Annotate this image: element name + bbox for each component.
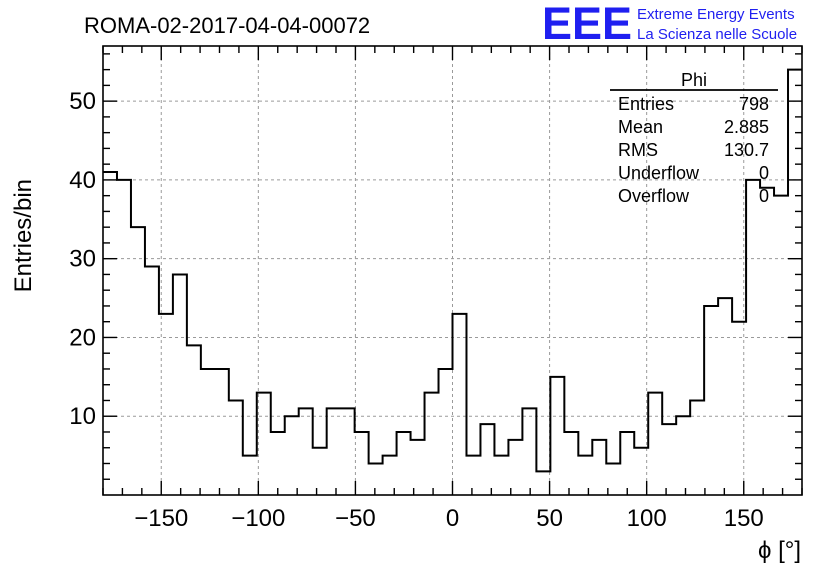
y-axis-label: Entries/bin [10,179,37,292]
x-tick-label: −100 [231,505,285,532]
grid-lines [103,46,802,495]
y-tick-label: 10 [69,403,96,430]
stats-label-overflow: Overflow [618,186,690,206]
x-tick-label: −150 [134,505,188,532]
y-tick-label: 20 [69,324,96,351]
x-tick-labels: −150 −100 −50 0 50 100 150 [134,505,764,532]
stats-value-overflow: 0 [759,186,769,206]
eee-logo-line1: Extreme Energy Events [637,6,795,23]
stats-value-underflow: 0 [759,163,769,183]
stats-value-mean: 2.885 [724,117,769,137]
x-tick-label: 50 [536,505,563,532]
y-tick-label: 50 [69,88,96,115]
stats-label-mean: Mean [618,117,663,137]
x-tick-label: 150 [724,505,764,532]
x-tick-label: −50 [335,505,376,532]
y-tick-label: 40 [69,167,96,194]
y-tick-label: 30 [69,246,96,273]
stats-label-entries: Entries [618,94,674,114]
stats-title: Phi [681,70,707,90]
stats-label-rms: RMS [618,140,658,160]
x-tick-label: 0 [446,505,459,532]
chart-title: ROMA-02-2017-04-04-00072 [84,13,370,38]
stats-label-underflow: Underflow [618,163,700,183]
y-tick-labels: 10 20 30 40 50 [69,88,96,430]
axis-ticks [102,46,803,495]
eee-logo-line2: La Scienza nelle Scuole [637,26,797,43]
eee-logo-mark: EEE [542,0,632,49]
histogram-line [103,68,802,473]
stats-box: Phi Entries 798 Mean 2.885 RMS 130.7 Und… [610,70,778,206]
x-tick-label: 100 [627,505,667,532]
stats-value-rms: 130.7 [724,140,769,160]
x-axis-label: ϕ [°] [758,537,801,564]
eee-logo: EEE Extreme Energy Events La Scienza nel… [542,0,797,49]
stats-value-entries: 798 [739,94,769,114]
